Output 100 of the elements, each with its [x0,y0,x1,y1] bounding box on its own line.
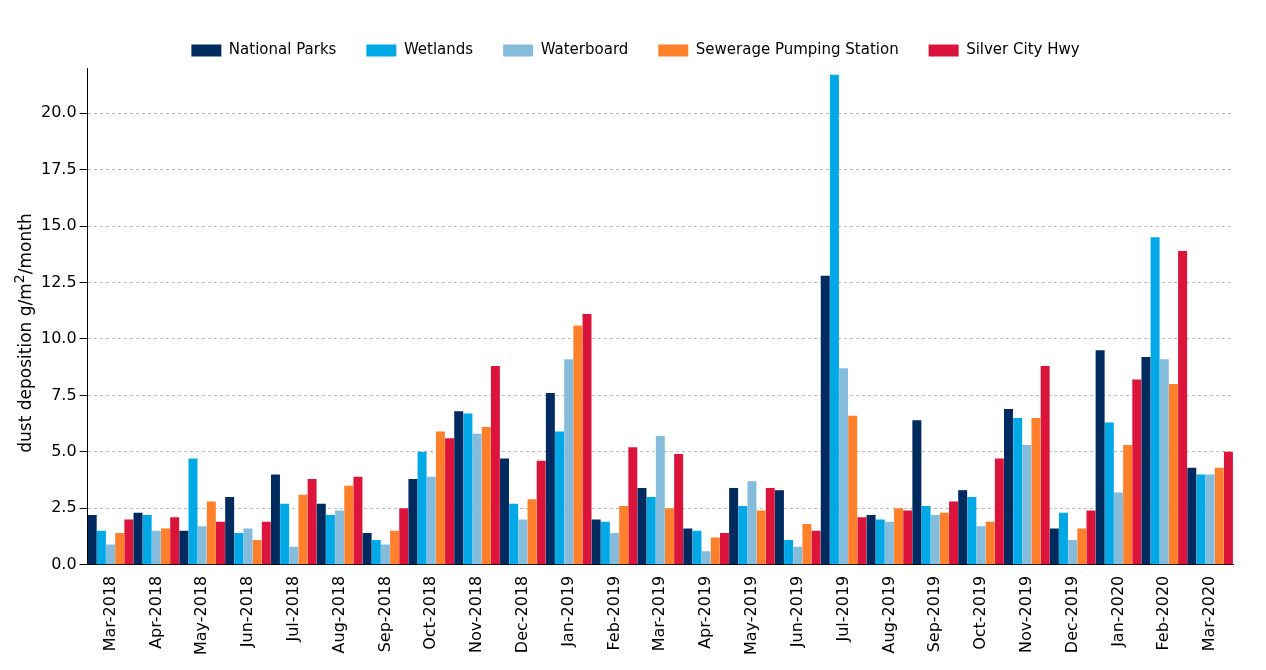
bar [765,487,775,565]
bar [820,275,830,565]
bar [958,490,968,565]
bar [1132,379,1142,565]
bar [829,74,839,565]
bar [261,521,271,565]
bar [985,521,995,565]
bar [252,539,262,565]
legend-label: Silver City Hwy [966,40,1080,59]
bar [1022,445,1032,565]
bar [637,487,647,565]
bar [362,533,372,565]
bar [106,544,116,565]
bar [243,528,253,565]
x-tick-label: Jun-2018 [237,575,257,649]
bar [142,515,152,565]
bar [335,510,345,565]
bar [490,366,500,565]
bar [894,508,904,565]
bar [628,447,638,565]
bar [701,551,711,565]
bar [1168,384,1178,565]
bar [454,411,464,565]
bar [1068,539,1078,565]
bar [646,496,656,565]
bar [115,533,125,565]
bar [564,359,574,565]
y-tick-label: 15.0 [41,215,77,235]
bar [619,506,629,565]
x-tick-label: Nov-2019 [1015,575,1035,654]
bar [96,530,106,565]
bar [1004,408,1013,565]
bar [729,487,739,565]
bar [1178,250,1188,565]
bar [289,546,299,565]
bar [610,533,619,565]
x-tick-label: Jan-2020 [1107,575,1127,648]
bar [472,433,482,565]
bar [573,325,583,565]
bar [774,490,784,565]
bar [1095,350,1105,565]
x-tick-label: Aug-2018 [328,575,348,654]
bar [994,458,1004,565]
bar [1113,492,1123,565]
bar [591,519,601,565]
bar [536,460,546,565]
bar [179,530,189,565]
bar [655,436,665,565]
x-tick-label: Apr-2018 [145,575,165,649]
x-tick-label: May-2019 [741,575,761,656]
bar [380,544,390,565]
x-tick-label: Apr-2019 [695,575,715,649]
bar [298,494,308,565]
bar [270,474,280,565]
bar [903,510,913,565]
bar [1040,366,1050,565]
bar [509,503,519,565]
bar [555,431,565,565]
bar [1196,474,1206,565]
bar [344,485,354,565]
bar [1086,510,1096,565]
x-tick-label: Dec-2019 [1061,575,1081,654]
bar [527,499,537,565]
bar [234,533,244,565]
legend-label: Wetlands [403,40,474,59]
bar [1214,467,1224,565]
bar [949,501,959,565]
bar [719,533,729,565]
bar [1187,467,1197,565]
bar [307,478,317,565]
bar [1104,422,1114,565]
x-tick-label: May-2018 [191,575,211,656]
y-tick-label: 0.0 [51,553,77,573]
x-tick-label: Mar-2018 [99,575,119,652]
bar [463,413,473,565]
bar [664,508,674,565]
bar [316,503,326,565]
bar [939,512,949,565]
x-tick-label: Feb-2020 [1153,575,1173,651]
bar [802,524,812,565]
bar [435,431,445,565]
bar [1150,237,1160,565]
y-tick-label: 2.5 [51,497,77,517]
bar [426,476,436,565]
bar [857,517,867,565]
bar [151,530,161,565]
bar [170,517,180,565]
x-tick-label: Dec-2018 [512,575,532,654]
x-tick-label: Feb-2019 [603,575,623,651]
bar [600,521,610,565]
x-tick-label: Jan-2019 [557,575,577,648]
bar [1049,528,1059,565]
x-tick-label: Nov-2018 [466,575,486,654]
x-tick-label: Mar-2020 [1199,575,1219,652]
bar [756,510,766,565]
bar [197,526,207,565]
bar [325,515,335,565]
bar [353,476,363,565]
y-tick-label: 12.5 [41,271,77,291]
bar [481,426,491,565]
